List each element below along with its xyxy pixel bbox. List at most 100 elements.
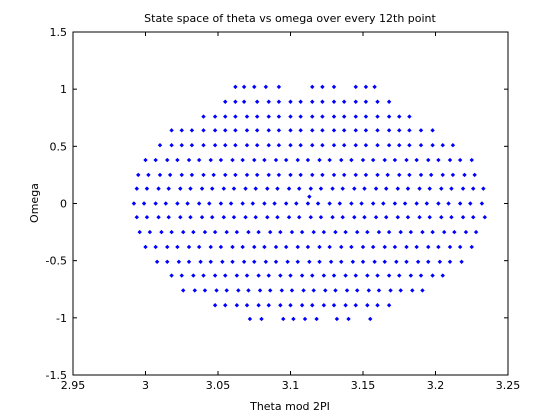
- data-point: [363, 128, 369, 133]
- data-point: [202, 288, 208, 293]
- data-point: [179, 273, 184, 278]
- data-point: [440, 273, 445, 278]
- data-point: [211, 172, 216, 178]
- data-point: [353, 99, 358, 104]
- data-point: [298, 142, 303, 148]
- data-point: [376, 288, 382, 293]
- data-point: [397, 172, 402, 178]
- data-point: [256, 229, 261, 235]
- data-point: [278, 229, 283, 235]
- data-point: [134, 215, 139, 220]
- data-point: [459, 259, 464, 265]
- data-point: [246, 229, 251, 235]
- data-point: [233, 99, 238, 104]
- data-point: [276, 84, 282, 90]
- data-point: [266, 114, 271, 119]
- data-point: [199, 215, 205, 220]
- data-point: [207, 201, 212, 206]
- data-point: [363, 114, 369, 119]
- data-point: [276, 142, 282, 148]
- data-point: [273, 157, 279, 163]
- data-point: [254, 142, 260, 148]
- data-point: [311, 288, 316, 293]
- data-point: [302, 316, 308, 322]
- data-point: [344, 288, 350, 293]
- data-point: [310, 114, 315, 119]
- y-tick-label: -1.5: [46, 369, 67, 382]
- data-point: [384, 215, 389, 220]
- data-point: [436, 157, 441, 163]
- data-point: [250, 201, 255, 206]
- data-point: [212, 229, 218, 235]
- data-point: [265, 186, 270, 191]
- data-point: [220, 259, 225, 265]
- data-point: [169, 142, 174, 148]
- data-point: [395, 186, 400, 191]
- data-point: [241, 99, 247, 104]
- data-point: [450, 142, 456, 148]
- data-point: [314, 316, 319, 322]
- data-point: [298, 114, 303, 119]
- data-point: [427, 186, 432, 191]
- data-point: [153, 244, 158, 250]
- data-point: [447, 244, 453, 250]
- data-point: [375, 142, 380, 148]
- data-point: [392, 201, 398, 206]
- data-point: [230, 157, 235, 163]
- data-point: [310, 172, 315, 178]
- data-point: [468, 201, 473, 206]
- data-point: [244, 172, 250, 178]
- data-point: [452, 229, 457, 235]
- data-point: [202, 229, 208, 235]
- data-point: [340, 215, 345, 220]
- data-point: [426, 157, 431, 163]
- data-point: [462, 172, 467, 178]
- data-point: [469, 157, 474, 163]
- data-point: [375, 99, 380, 104]
- x-tick-label: 2.95: [61, 379, 86, 392]
- data-point: [397, 114, 402, 119]
- data-point: [376, 229, 382, 235]
- data-point: [310, 99, 315, 104]
- data-point: [449, 215, 454, 220]
- data-point: [208, 157, 213, 163]
- data-point: [349, 157, 354, 163]
- data-point: [341, 114, 347, 119]
- data-point: [210, 215, 215, 220]
- data-point: [201, 128, 206, 133]
- data-point: [331, 84, 337, 90]
- data-point: [234, 303, 240, 308]
- data-point: [295, 259, 300, 265]
- data-point: [297, 186, 302, 191]
- data-point: [349, 244, 354, 250]
- data-point: [392, 244, 398, 250]
- data-point: [212, 273, 218, 278]
- data-point: [331, 99, 337, 104]
- x-tick-label: 3.2: [427, 379, 445, 392]
- data-point: [418, 142, 424, 148]
- data-point: [420, 288, 425, 293]
- data-point: [315, 201, 321, 206]
- data-point: [310, 142, 315, 148]
- data-point: [427, 215, 432, 220]
- data-point: [156, 186, 161, 191]
- data-point: [266, 99, 271, 104]
- data-point: [169, 273, 174, 278]
- data-point: [381, 201, 386, 206]
- plot-area: [72, 31, 509, 376]
- data-point: [307, 259, 312, 265]
- data-point: [460, 186, 466, 191]
- data-point: [186, 157, 192, 163]
- data-point: [221, 186, 226, 191]
- data-point: [189, 128, 195, 133]
- data-point: [328, 259, 334, 265]
- data-point: [233, 84, 238, 90]
- data-point: [188, 215, 193, 220]
- data-point: [259, 316, 264, 322]
- data-point: [169, 128, 174, 133]
- data-point: [360, 259, 366, 265]
- data-point: [327, 244, 332, 250]
- data-point: [333, 229, 338, 235]
- data-point: [363, 99, 369, 104]
- data-point: [341, 172, 347, 178]
